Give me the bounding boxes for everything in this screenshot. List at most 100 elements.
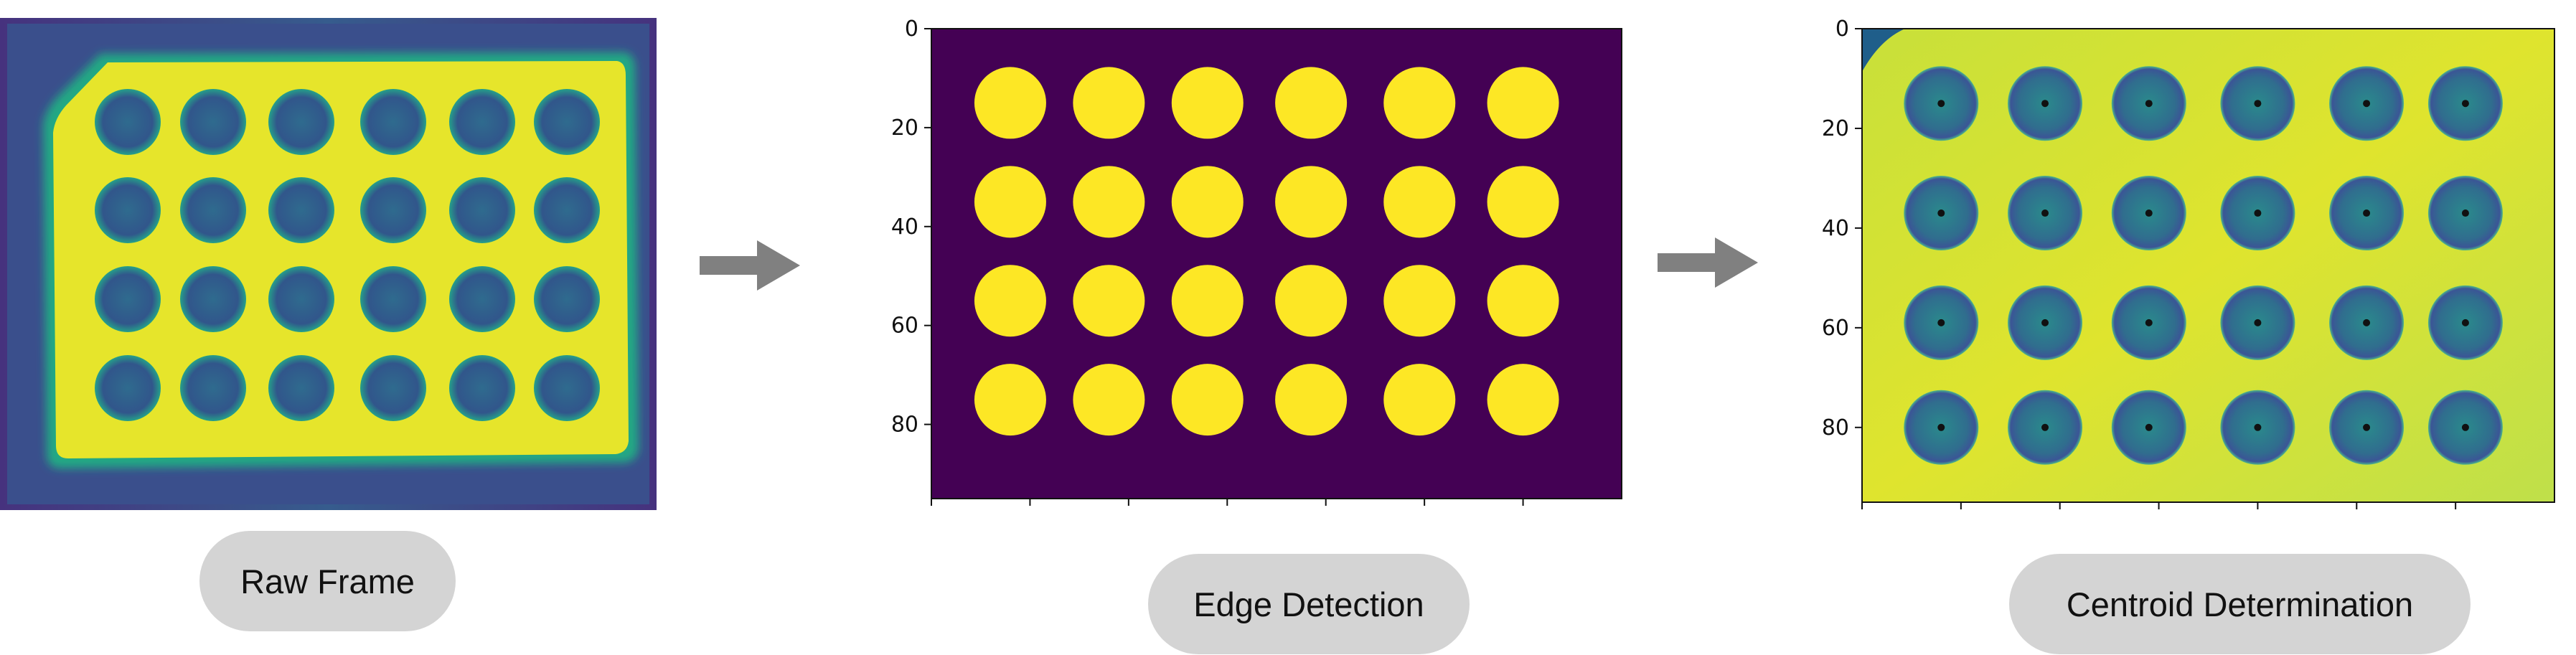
edge-detection-blobs [974,67,1559,436]
edge-blob [974,265,1046,337]
edge-blob [1073,265,1145,337]
centroid-dot [2363,319,2371,326]
raw-well [95,89,161,155]
raw-well [534,89,600,155]
raw-well [268,266,334,332]
raw-well [534,177,600,243]
x-tick-label: 0 [924,512,938,513]
raw-well [180,355,246,421]
raw-well [268,89,334,155]
edge-blob [1383,166,1456,238]
edge-blob [1487,364,1559,436]
raw-well [360,89,426,155]
raw-well [95,177,161,243]
raw-well [268,177,334,243]
centroid-dot [1937,209,1945,217]
raw-well [360,266,426,332]
centroid-dot [1937,100,1945,108]
raw-well [449,266,515,332]
centroid-dot [2145,319,2153,326]
centroid-dot [2254,209,2262,217]
raw-well [180,89,246,155]
x-tick-label: 20 [1016,512,1043,513]
raw-well [449,177,515,243]
raw-frame-image [0,18,657,510]
edge-blob [1383,364,1456,436]
centroid-dot [2461,100,2469,108]
y-tick-label: 20 [1822,116,1849,141]
centroid-dot [2041,423,2049,431]
centroid-dot [2254,319,2262,326]
x-tick-label: 40 [1115,512,1142,513]
edge-blob [1171,166,1244,238]
raw-well [180,177,246,243]
y-tick-label: 0 [1835,17,1849,42]
centroid-dot [2461,319,2469,326]
edge-blob [1171,265,1244,337]
y-tick-label: 60 [891,314,918,339]
raw-well [180,266,246,332]
raw-frame-label: Raw Frame [199,531,456,631]
x-tick-label: 60 [1213,512,1241,513]
edge-blob [1383,265,1456,337]
raw-well [449,89,515,155]
raw-well [534,355,600,421]
edge-blob [1073,364,1145,436]
arrow-icon [1658,237,1758,288]
y-tick-label: 40 [1822,216,1849,241]
centroid-dot [2041,100,2049,108]
centroid-determination-plot: 020406080100120020406080 [1822,17,2555,509]
y-tick-label: 20 [891,116,918,141]
edge-detection-label: Edge Detection [1148,554,1470,654]
x-tick-label: 80 [1312,512,1340,513]
edge-blob [974,364,1046,436]
raw-well [360,355,426,421]
edge-blob [1487,67,1559,139]
edge-blob [1275,166,1348,238]
centroid-dot [2461,423,2469,431]
centroid-dot [2145,100,2153,108]
edge-blob [1171,67,1244,139]
edge-blob [1275,265,1348,337]
edge-blob [974,166,1046,238]
centroid-dot [2254,423,2262,431]
arrow-icon [700,240,800,291]
y-tick-label: 80 [1822,415,1849,440]
centroid-dot [1937,423,1945,431]
x-tick-label: 120 [1503,512,1543,513]
raw-well [268,355,334,421]
edge-blob [1073,67,1145,139]
centroid-dot [2254,100,2262,108]
raw-well [95,355,161,421]
raw-well [360,177,426,243]
centroid-dot [2461,209,2469,217]
centroid-dot [2145,423,2153,431]
y-tick-label: 80 [891,413,918,438]
edge-blob [1275,364,1348,436]
centroid-dot [2363,423,2371,431]
raw-well [95,266,161,332]
edge-blob [1487,265,1559,337]
raw-well [534,266,600,332]
y-tick-label: 40 [891,215,918,240]
centroid-determination-label: Centroid Determination [2009,554,2471,654]
edge-detection-plot: 0 20 40 60 80 100 120 0 20 40 60 80 [891,17,1622,513]
raw-well [449,355,515,421]
centroid-dot [2363,100,2371,108]
edge-blob [1487,166,1559,238]
centroid-dot [2363,209,2371,217]
edge-blob [1073,166,1145,238]
centroid-dot [2041,209,2049,217]
edge-blob [1275,67,1348,139]
centroid-dot [1937,319,1945,326]
centroid-markers [1937,100,2469,431]
raw-frame-wells [95,89,600,421]
centroid-dot [2041,319,2049,326]
centroid-dot [2145,209,2153,217]
edge-blob [1171,364,1244,436]
y-tick-label: 60 [1822,316,1849,341]
edge-blob [974,67,1046,139]
y-tick-label: 0 [905,17,918,42]
x-tick-label: 100 [1404,512,1445,513]
edge-blob [1383,67,1456,139]
